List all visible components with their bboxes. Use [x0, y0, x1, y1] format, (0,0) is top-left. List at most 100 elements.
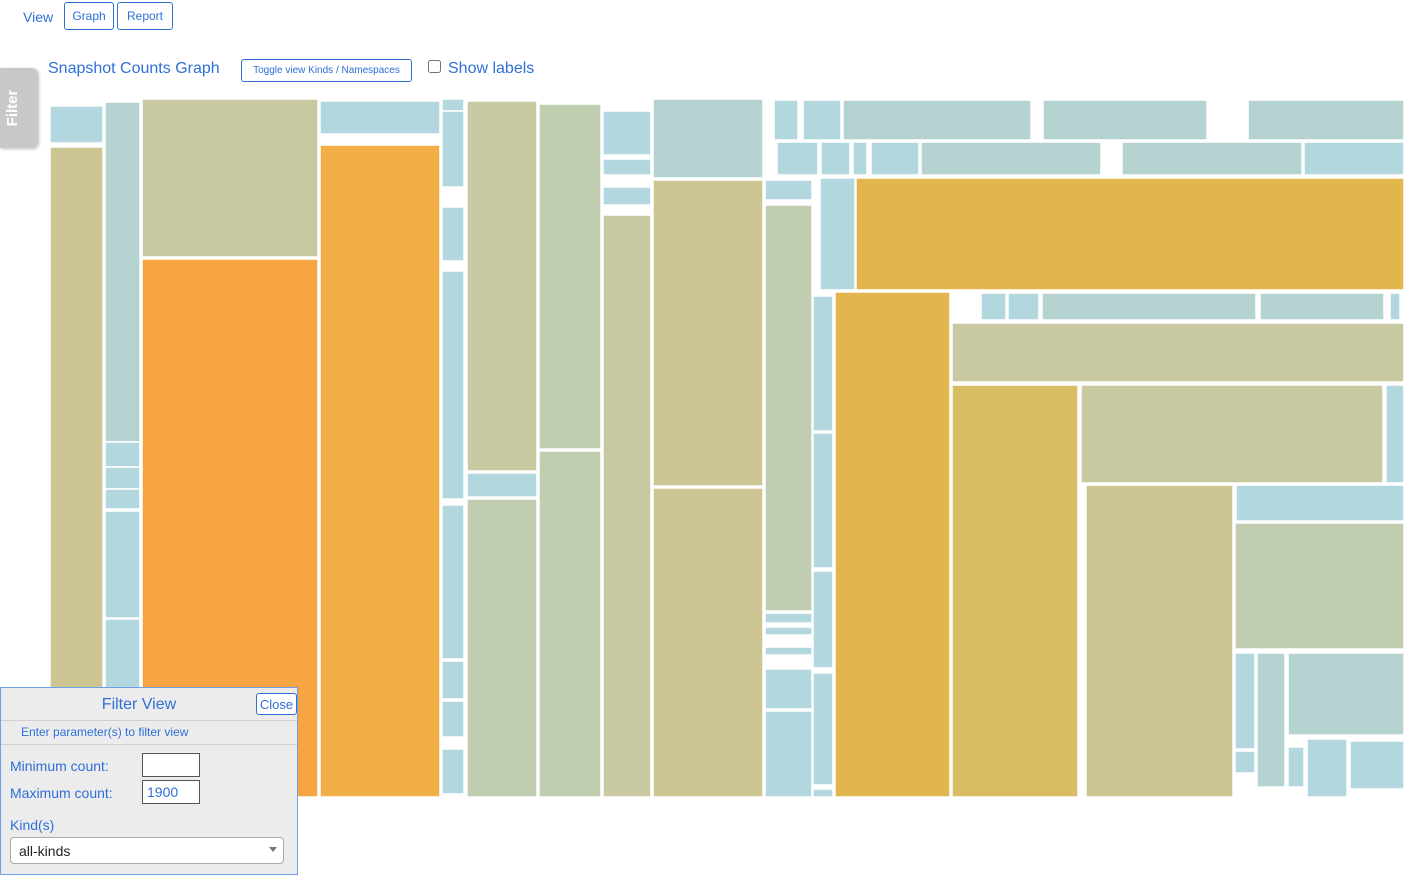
treemap-cell[interactable]: [1303, 141, 1405, 176]
treemap-cell[interactable]: [538, 103, 602, 450]
treemap-cell[interactable]: [1287, 746, 1305, 788]
treemap-cell[interactable]: [1287, 652, 1405, 736]
filter-panel: Filter View Close Enter parameter(s) to …: [0, 687, 298, 875]
graph-view-button[interactable]: Graph: [64, 2, 114, 30]
kinds-selected-value: all-kinds: [19, 843, 71, 859]
treemap-cell[interactable]: [1349, 740, 1405, 790]
treemap-cell[interactable]: [441, 504, 465, 660]
treemap-cell[interactable]: [602, 214, 652, 797]
treemap-cell[interactable]: [1385, 384, 1405, 484]
treemap-cell[interactable]: [852, 141, 868, 176]
treemap-cell[interactable]: [319, 100, 441, 135]
treemap-cell[interactable]: [855, 177, 1405, 291]
kinds-label: Kind(s): [10, 817, 55, 833]
treemap-cell[interactable]: [834, 291, 951, 797]
kinds-select[interactable]: all-kinds: [10, 837, 284, 864]
treemap-cell[interactable]: [1247, 99, 1405, 141]
treemap-graph: [49, 99, 1405, 797]
treemap-cell[interactable]: [1041, 292, 1257, 321]
treemap-cell[interactable]: [652, 487, 764, 797]
close-button[interactable]: Close: [256, 693, 297, 715]
treemap-cell[interactable]: [1389, 292, 1401, 321]
treemap-cell[interactable]: [764, 646, 813, 656]
treemap-cell[interactable]: [104, 441, 141, 468]
treemap-cell[interactable]: [812, 295, 834, 432]
treemap-cell[interactable]: [652, 99, 764, 179]
graph-title: Snapshot Counts Graph: [48, 60, 220, 77]
max-count-label: Maximum count:: [10, 785, 113, 801]
treemap-cell[interactable]: [1234, 522, 1405, 650]
top-nav: View Graph Report: [0, 0, 1411, 32]
treemap-cell[interactable]: [466, 498, 538, 797]
treemap-cell[interactable]: [802, 99, 842, 141]
treemap-cell[interactable]: [602, 158, 652, 176]
treemap-cell[interactable]: [602, 110, 652, 156]
treemap-cell[interactable]: [1080, 384, 1384, 484]
treemap-cell[interactable]: [49, 105, 104, 144]
treemap-cell[interactable]: [764, 668, 813, 710]
view-label: View: [23, 9, 54, 25]
treemap-cell[interactable]: [441, 700, 465, 738]
treemap-cell[interactable]: [812, 672, 834, 786]
min-count-label: Minimum count:: [10, 758, 109, 774]
chevron-down-icon: [269, 847, 277, 852]
treemap-cell[interactable]: [104, 510, 141, 619]
treemap-cell[interactable]: [980, 292, 1007, 321]
filter-panel-title: Filter View: [101, 696, 177, 713]
treemap-cell[interactable]: [1234, 750, 1256, 774]
treemap-cell[interactable]: [1085, 484, 1234, 797]
treemap-cell[interactable]: [812, 570, 834, 669]
treemap-cell[interactable]: [820, 141, 851, 176]
treemap-cell[interactable]: [1306, 738, 1348, 797]
treemap-cell[interactable]: [776, 141, 819, 176]
treemap-cell[interactable]: [819, 177, 856, 291]
treemap-cell[interactable]: [812, 788, 834, 797]
treemap-cell[interactable]: [773, 99, 799, 141]
treemap-cell[interactable]: [764, 710, 813, 797]
divider: [1, 720, 297, 721]
treemap-cell[interactable]: [441, 206, 465, 262]
treemap-cell[interactable]: [1235, 484, 1405, 522]
filter-tab-label: Filter: [4, 89, 21, 127]
treemap-cell[interactable]: [1234, 652, 1256, 750]
treemap-cell[interactable]: [441, 748, 465, 795]
treemap-cell[interactable]: [1007, 292, 1040, 321]
treemap-cell[interactable]: [1042, 99, 1208, 141]
treemap-cell[interactable]: [764, 612, 813, 624]
treemap-cell[interactable]: [538, 450, 602, 797]
treemap-cell[interactable]: [466, 472, 538, 498]
treemap-cell[interactable]: [104, 466, 141, 490]
treemap-cell[interactable]: [764, 179, 813, 201]
report-view-button[interactable]: Report: [117, 2, 173, 30]
treemap-cell[interactable]: [652, 179, 764, 487]
treemap-cell[interactable]: [441, 270, 465, 500]
treemap-cell[interactable]: [870, 141, 920, 176]
filter-hint: Enter parameter(s) to filter view: [21, 725, 189, 739]
treemap-cell[interactable]: [1121, 141, 1303, 176]
treemap-cell[interactable]: [466, 100, 538, 472]
treemap-cell[interactable]: [1259, 292, 1385, 321]
treemap-cell[interactable]: [441, 99, 465, 112]
toggle-view-button[interactable]: Toggle view Kinds / Namespaces: [241, 59, 412, 82]
treemap-cell[interactable]: [951, 384, 1079, 797]
treemap-cell[interactable]: [951, 322, 1405, 383]
show-labels-checkbox[interactable]: [428, 60, 441, 73]
treemap-cell[interactable]: [441, 660, 465, 700]
treemap-cell[interactable]: [104, 488, 141, 510]
treemap-cell[interactable]: [764, 204, 813, 612]
treemap-cell[interactable]: [141, 99, 319, 258]
filter-tab[interactable]: Filter: [0, 68, 38, 148]
treemap-cell[interactable]: [602, 186, 652, 206]
treemap-cell[interactable]: [441, 110, 465, 188]
min-count-input[interactable]: [142, 753, 200, 777]
max-count-input[interactable]: [142, 780, 200, 804]
treemap-cell[interactable]: [764, 626, 813, 636]
treemap-cell[interactable]: [319, 144, 441, 797]
treemap-cell[interactable]: [842, 99, 1032, 141]
divider: [1, 744, 297, 745]
treemap-cell[interactable]: [920, 141, 1102, 176]
treemap-cell[interactable]: [104, 101, 141, 443]
treemap-cell[interactable]: [1256, 652, 1286, 788]
treemap-cell[interactable]: [812, 432, 834, 569]
show-labels-label: Show labels: [448, 60, 535, 77]
